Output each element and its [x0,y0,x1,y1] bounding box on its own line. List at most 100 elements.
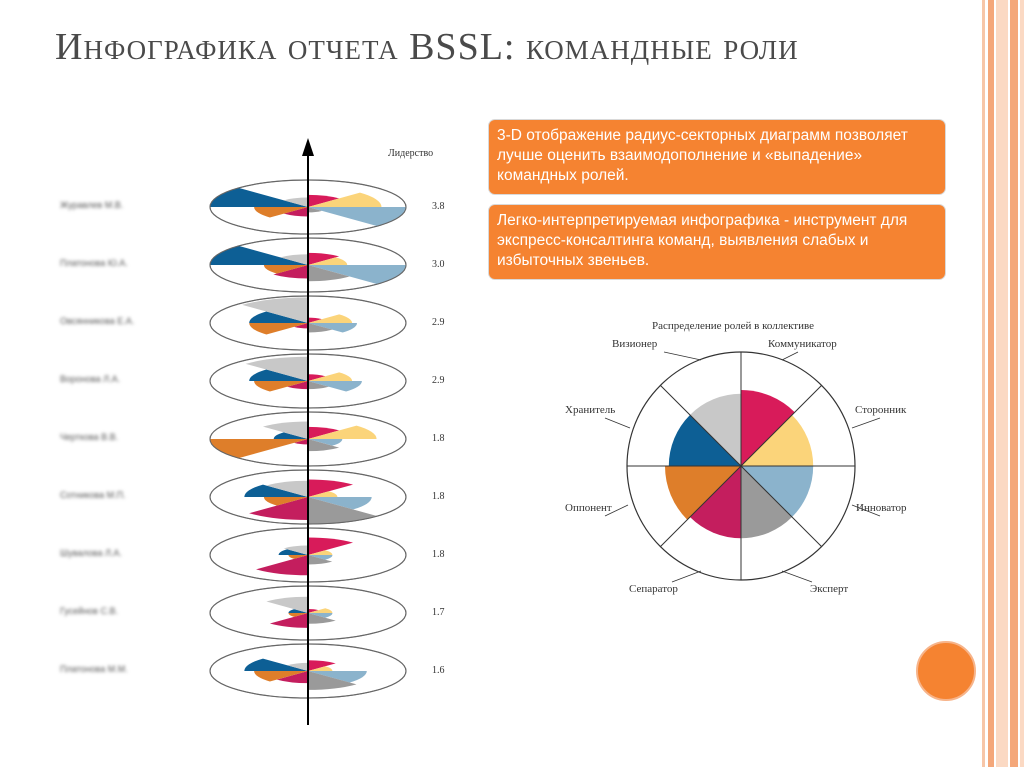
stack-sector-7-4 [308,555,333,565]
stack-sector-9-8 [287,662,308,671]
wheel-title: Распределение ролей в коллективе [652,320,814,332]
stack-sector-8-8 [266,596,308,613]
leadership-score: 2.9 [432,375,445,386]
wheel-sector-3 [741,466,814,518]
member-name: Черткова В.В. [60,432,119,442]
leadership-score: 1.8 [432,491,445,502]
member-name: Сотникова М.П. [60,490,126,500]
member-name: Воронова Л.А. [60,374,121,384]
decorative-stripes [982,0,1024,767]
stack-sector-9-4 [308,671,357,690]
stack-sector-3-2 [308,314,353,323]
callout-3d-info: 3-D отображение радиус-секторных диаграм… [488,119,946,195]
stack-sector-3-5 [294,323,308,329]
stack-sector-5-4 [308,439,340,452]
role-label: Визионер [612,338,658,350]
stack-sector-3-1 [308,317,322,323]
stack-sector-6-8 [266,480,308,497]
stack-disc-6 [209,469,407,525]
wheel-sector-8 [689,393,741,466]
wheel-divider [740,385,822,467]
stack-sector-5-2 [308,425,377,439]
stack-sector-1-7 [210,187,308,207]
stack-sector-9-7 [244,658,308,671]
leadership-score: 2.9 [432,317,445,328]
member-name: Платонова М.М. [60,664,128,674]
stack-sector-7-2 [308,550,333,555]
member-name: Журавлев М.В. [60,200,124,210]
stack-sector-4-6 [254,381,308,392]
decorative-orange-circle [916,641,976,701]
stack-sector-2-6 [263,265,308,274]
stack-sector-3-7 [249,311,308,323]
leadership-score: 3.0 [432,259,445,270]
stack-sector-8-1 [308,608,319,613]
wheel-sector-7 [668,414,741,466]
role-label: Сторонник [855,404,907,416]
stack-sector-8-6 [288,613,308,617]
stack-sector-1-6 [254,207,308,218]
wheel-divider [740,465,822,547]
leadership-score: 1.7 [432,607,445,618]
stack-sector-4-1 [308,374,326,381]
stack-sector-9-3 [308,671,367,683]
wheel-sector-5 [689,466,741,539]
stack-sector-3-6 [249,323,308,335]
stack-sector-1-2 [308,192,382,207]
wheel-sector-4 [741,466,793,539]
role-leader-line [781,351,799,361]
stack-sector-8-2 [308,608,333,613]
stack-sector-2-1 [308,252,340,265]
leadership-score: 1.8 [432,433,445,444]
stack-sector-6-5 [249,497,308,520]
leadership-score: 3.8 [432,201,445,212]
stack-sector-6-6 [263,497,308,506]
callout-infographic-info: Легко-интерпретируемая инфографика - инс… [488,204,946,280]
stack-sector-2-7 [210,245,308,265]
stack-sector-7-8 [283,545,308,555]
member-name: Гусейнов С.В. [60,606,118,616]
stack-sector-5-7 [273,432,308,439]
stack-sector-2-5 [273,265,308,279]
leadership-axis-label: Лидерство [388,148,434,159]
role-leader-line [851,504,881,517]
role-leader-line [604,504,629,517]
stack-sector-2-3 [308,265,406,285]
stack-sector-4-3 [308,381,362,392]
stack-sector-9-1 [308,660,336,671]
member-name: Овсянникова Е.А. [60,316,135,326]
wheel-sector-2 [741,414,814,466]
wheel-sector-1 [741,390,795,466]
stack-sector-2-8 [280,254,308,265]
stack-sector-7-7 [278,549,308,555]
stack-sector-1-4 [308,207,322,213]
stack-sector-4-4 [308,381,329,390]
member-name: Шувалова Л.А. [60,548,122,558]
role-leader-line [851,417,881,429]
stack-sector-6-3 [308,497,372,510]
role-leader-line [781,570,813,583]
page-title: Инфографика отчета BSSL: командные роли [55,26,799,68]
role-label: Оппонент [565,502,612,514]
role-label: Инноватор [856,502,907,514]
role-leader-line [604,417,631,429]
stack-sector-8-3 [308,613,333,618]
stack-sector-9-2 [308,666,333,671]
leadership-axis-arrow-icon [302,138,314,156]
stack-sector-3-3 [308,323,357,333]
stack-sector-6-7 [244,484,308,497]
stack-sector-5-1 [308,426,340,439]
stack-sector-7-6 [288,555,308,559]
stack-sector-1-8 [283,197,308,207]
stack-sector-4-5 [287,381,308,390]
stack-sector-8-5 [269,613,308,628]
member-name: Платонова Ю.А. [60,258,128,268]
stack-sector-8-7 [288,609,308,613]
wheel-divider [660,465,742,547]
stack-sector-4-7 [249,369,308,381]
stack-sector-1-5 [283,207,308,217]
stack-sector-4-8 [245,356,308,381]
stack-sector-9-5 [276,671,308,684]
